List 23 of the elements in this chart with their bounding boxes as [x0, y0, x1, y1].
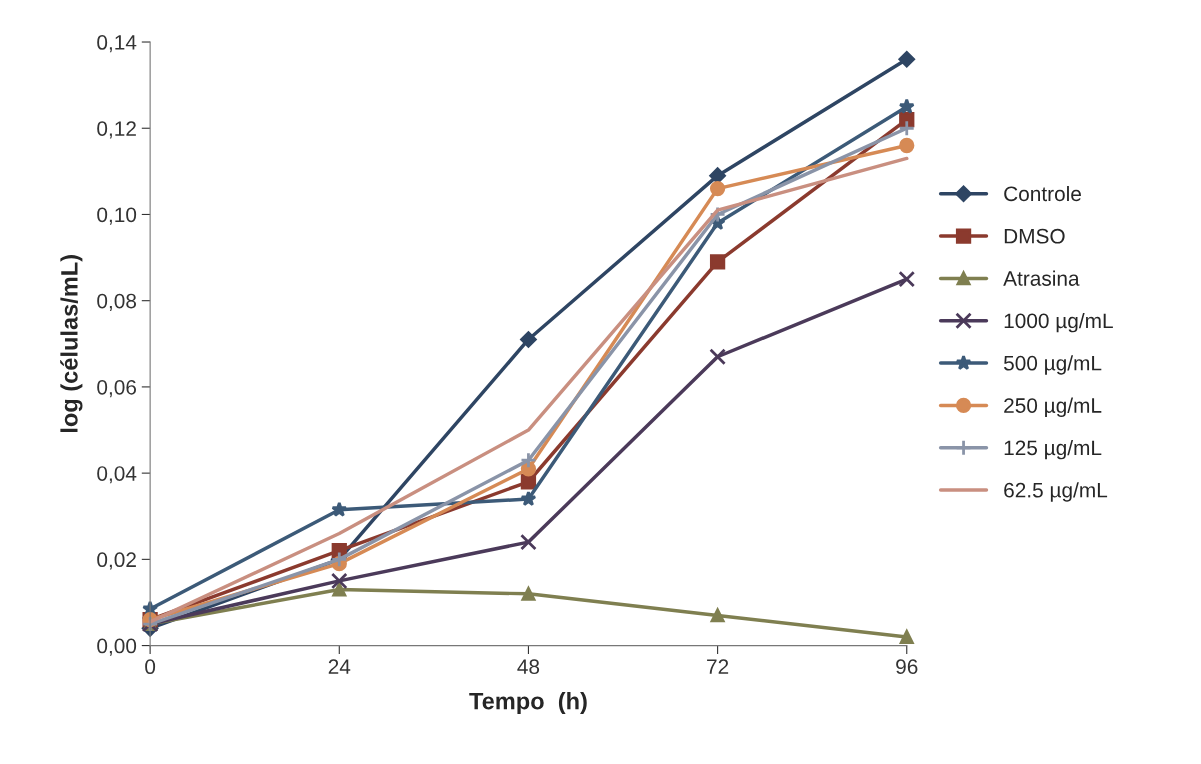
y-tick-label: 0,10 — [97, 207, 137, 225]
x-tick-label: 96 — [896, 659, 918, 675]
legend-label: 1000 µg/mL — [1004, 312, 1113, 333]
legend-label: Atrasina — [1003, 270, 1080, 286]
y-tick-label: 0,02 — [97, 552, 136, 570]
y-axis-title: log (células/mL) — [60, 255, 83, 433]
y-tick-label: 0,14 — [97, 35, 137, 53]
x-tick-label: 24 — [328, 659, 351, 674]
x-tick-label: 48 — [517, 659, 540, 675]
legend-label: 125 µg/mL — [1004, 439, 1102, 460]
y-tick-label: 0,08 — [97, 293, 137, 311]
legend-label: DMSO — [1004, 228, 1065, 244]
y-tick-label: 0,06 — [97, 379, 137, 398]
legend-label: 62.5 µg/mL — [1004, 482, 1108, 502]
x-axis-title: Tempo (h) — [469, 692, 587, 715]
x-tick-label: 0 — [145, 659, 156, 675]
legend-label: Controle — [1004, 185, 1081, 202]
legend-label: 500 µg/mL — [1003, 355, 1102, 375]
y-tick-label: 0,12 — [97, 121, 136, 139]
y-tick-label: 0,04 — [97, 466, 137, 484]
x-tick-label: 72 — [707, 659, 729, 674]
y-tick-label: 0,00 — [97, 638, 137, 656]
legend-label: 250 µg/mL — [1004, 397, 1102, 418]
